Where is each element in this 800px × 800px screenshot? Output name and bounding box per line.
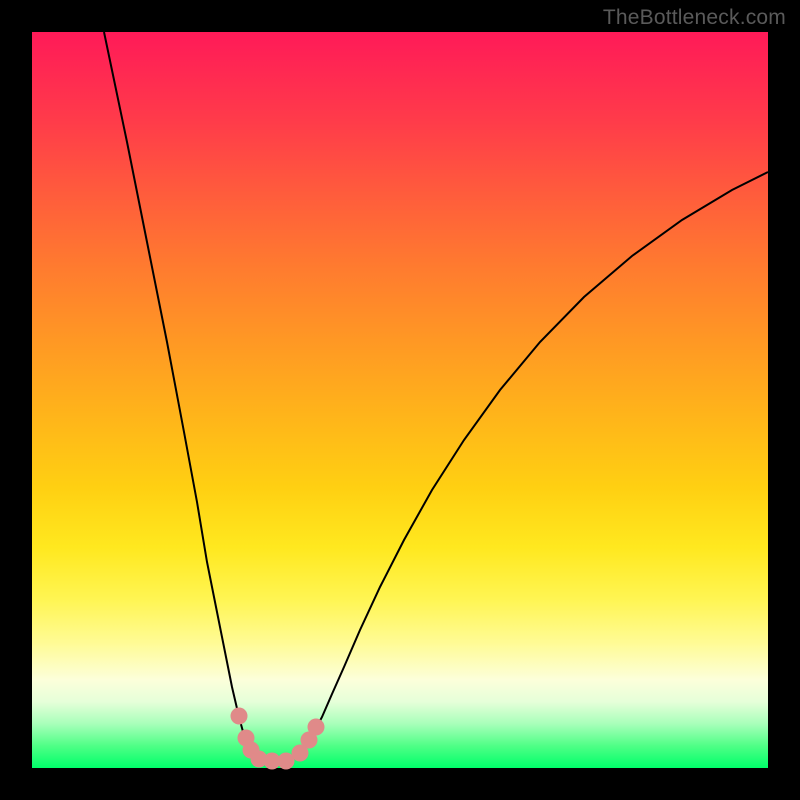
- curve-marker: [308, 719, 325, 736]
- curve-svg: [32, 32, 768, 768]
- curve-marker: [231, 708, 248, 725]
- bottleneck-curve: [104, 32, 768, 762]
- chart-plot-area: [32, 32, 768, 768]
- curve-markers: [231, 708, 325, 770]
- watermark-text: TheBottleneck.com: [603, 6, 786, 30]
